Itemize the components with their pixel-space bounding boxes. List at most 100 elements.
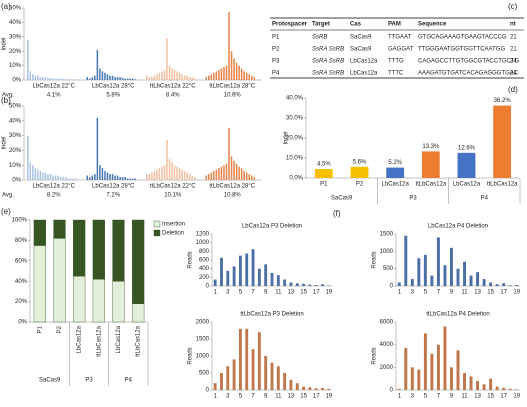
- bar: [183, 75, 186, 80]
- bar: [153, 75, 156, 80]
- y-tick-label: 10%: [9, 163, 22, 169]
- bar: [232, 359, 236, 390]
- bar: [114, 77, 116, 80]
- group-label: ttLbCas12a 28°C: [209, 84, 255, 90]
- bar: [194, 78, 196, 80]
- chart-title: ttLbCas12a P4 Deletion: [426, 312, 489, 318]
- bar: [308, 284, 312, 286]
- bar: [245, 172, 248, 180]
- bar: [215, 169, 218, 180]
- bar: [257, 332, 261, 390]
- x-tick-label: 3: [411, 394, 415, 400]
- bar: [350, 166, 369, 178]
- bar: [226, 366, 230, 390]
- bar: [469, 275, 473, 286]
- bar: [225, 163, 228, 180]
- bar: [463, 261, 466, 286]
- bar: [171, 162, 173, 180]
- avg-value: 7.2%: [106, 193, 120, 199]
- bar: [423, 254, 427, 286]
- table-cell: 21: [510, 35, 517, 41]
- bar: [39, 171, 42, 180]
- bar: [264, 264, 268, 286]
- bar: [327, 388, 331, 390]
- bar: [450, 367, 453, 390]
- bar: [210, 172, 213, 180]
- bar-segment: [53, 219, 66, 239]
- x-tick-label: LbCas12a: [116, 325, 122, 353]
- bar: [213, 171, 215, 180]
- bar: [96, 49, 99, 80]
- y-tick-label: 4000: [380, 342, 394, 348]
- bar: [515, 284, 519, 286]
- data-label: 13.3%: [422, 144, 440, 150]
- y-tick-label: 2000: [196, 320, 210, 326]
- x-tick-label: 17: [313, 290, 320, 296]
- table-cell: AAAGATGTGATCACAGAGGGTGAC: [418, 71, 519, 77]
- bar: [101, 71, 104, 80]
- x-tick-label: ttLbCas12a: [415, 182, 446, 188]
- x-tick-label: ttLbCas12a: [96, 325, 102, 356]
- table-header: Target: [312, 22, 330, 28]
- bar: [208, 75, 210, 80]
- bar: [86, 175, 89, 180]
- bar: [210, 74, 213, 80]
- bar: [163, 165, 166, 180]
- x-tick-label: 3: [411, 290, 415, 296]
- y-tick-label: 500: [199, 371, 210, 377]
- y-tick-label: 1000: [196, 240, 210, 246]
- bar: [151, 77, 153, 80]
- bar: [126, 178, 129, 180]
- bar: [417, 369, 421, 390]
- bar: [220, 373, 223, 390]
- bar: [397, 282, 401, 286]
- bar: [205, 77, 208, 80]
- bar: [218, 168, 220, 180]
- bar: [111, 174, 114, 180]
- x-tick-label: 15: [300, 290, 307, 296]
- bar: [62, 78, 64, 80]
- bar: [302, 283, 305, 286]
- bar: [404, 348, 408, 390]
- bar: [443, 265, 447, 286]
- bar: [235, 163, 238, 180]
- bar: [106, 74, 109, 80]
- y-tick-label: 200: [199, 275, 210, 281]
- table-cell: P1: [272, 35, 280, 41]
- bar: [495, 284, 499, 286]
- table-cell: 24: [510, 59, 517, 65]
- y-tick-label: 1500: [380, 232, 394, 238]
- table-cell: SaCas9: [350, 47, 372, 53]
- x-tick-label: 5: [239, 394, 243, 400]
- bar: [264, 356, 268, 390]
- bar: [104, 72, 106, 80]
- x-tick-label: 15: [300, 394, 307, 400]
- x-tick-label: LbCas12a: [381, 182, 409, 188]
- panel-label: (a): [1, 2, 11, 11]
- chart-title: LbCas12a P3 Deletion: [242, 224, 302, 230]
- table-header: Sequence: [418, 22, 447, 28]
- x-tick-label: 19: [513, 394, 520, 400]
- group-label: LbCas12a 28°C: [92, 84, 135, 90]
- y-tick-label: 800: [199, 249, 210, 255]
- bar: [233, 160, 235, 180]
- bar: [116, 175, 119, 180]
- x-tick-label: P2: [356, 182, 364, 188]
- panel-label: (d): [508, 85, 518, 94]
- y-axis-label: Indel: [2, 136, 8, 149]
- bar-segment: [112, 281, 125, 323]
- bar: [121, 77, 124, 80]
- x-tick-label: 1: [213, 290, 217, 296]
- bar: [205, 175, 208, 180]
- bar: [443, 326, 447, 390]
- table-cell: TTTC: [388, 71, 404, 77]
- bar: [191, 77, 194, 80]
- bar: [314, 285, 318, 286]
- bar: [463, 373, 466, 390]
- group-label: SaCas9: [331, 196, 353, 202]
- bar: [235, 62, 238, 80]
- x-tick-label: 17: [500, 394, 507, 400]
- data-label: 12.6%: [458, 145, 476, 151]
- group-label: P3: [409, 196, 417, 202]
